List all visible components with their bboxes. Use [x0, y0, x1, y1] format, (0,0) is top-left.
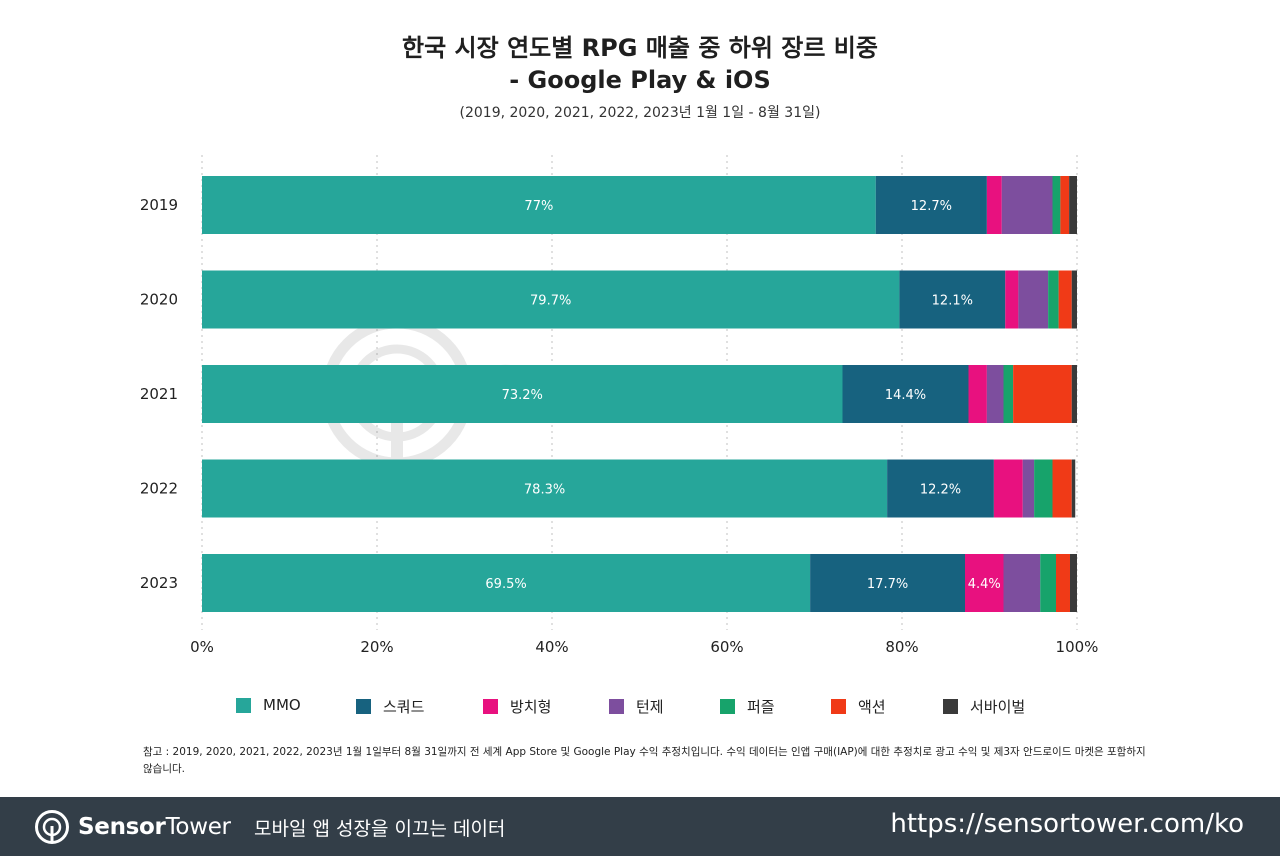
legend-swatch: [831, 699, 846, 714]
brand-name-rest: Tower: [165, 814, 231, 840]
bar-segment: [1058, 270, 1072, 329]
bar-segment: [1018, 270, 1049, 329]
x-axis: 0% 20% 40% 60% 80% 100%: [190, 638, 1098, 656]
bar-segment: [1070, 554, 1077, 612]
bar-segment: [202, 365, 843, 423]
grid-lines: [201, 155, 1078, 630]
bar-segment: [202, 554, 811, 612]
x-tick-label: 100%: [1056, 638, 1099, 656]
bar-segment: [1052, 176, 1061, 234]
bar-segment: [1052, 459, 1072, 518]
legend-item: MMO: [236, 696, 301, 714]
data-label: 73.2%: [502, 388, 543, 403]
bar-segment: [1069, 176, 1077, 234]
data-label: 79.7%: [530, 294, 571, 309]
data-label: 77%: [524, 199, 553, 214]
x-tick-label: 60%: [710, 638, 743, 656]
legend: MMO 스쿼드 방치형 턴제 퍼즐 액션 서바이벌: [0, 696, 1280, 718]
bars: [202, 176, 1077, 612]
bar-segment: [1013, 365, 1072, 423]
sensortower-logo-icon: [35, 810, 69, 844]
bar-segment: [1022, 459, 1035, 518]
footer-url[interactable]: https://sensortower.com/ko: [890, 809, 1244, 839]
data-label: 12.2%: [920, 483, 961, 498]
data-labels: 77% 12.7% 79.7% 12.1% 73.2% 14.4% 78.3% 12.2% 69…: [485, 199, 1000, 592]
legend-label: 스쿼드: [383, 698, 425, 716]
legend-item: 액션: [831, 696, 886, 717]
bar-segment: [202, 459, 888, 518]
bar-segment: [810, 554, 965, 612]
x-tick-label: 20%: [360, 638, 393, 656]
bar-segment: [1034, 459, 1053, 518]
legend-label: 턴제: [636, 698, 664, 716]
y-tick-label: 2021: [140, 385, 178, 403]
legend-swatch: [356, 699, 371, 714]
bar-segment: [986, 176, 1002, 234]
legend-item: 턴제: [609, 696, 664, 717]
legend-item: 서바이벌: [943, 696, 1025, 717]
legend-label: 서바이벌: [970, 698, 1026, 716]
data-label: 4.4%: [968, 577, 1001, 592]
legend-swatch: [609, 699, 624, 714]
x-tick-label: 0%: [190, 638, 214, 656]
bar-segment: [986, 365, 1004, 423]
bar-segment: [968, 365, 987, 423]
legend-item: 스쿼드: [356, 696, 424, 717]
bar-segment: [899, 270, 1006, 329]
y-tick-label: 2023: [140, 574, 178, 592]
data-label: 14.4%: [885, 388, 926, 403]
bar-segment: [202, 176, 876, 234]
data-label: 12.1%: [932, 294, 973, 309]
x-tick-label: 80%: [885, 638, 918, 656]
bar-segment: [1071, 270, 1077, 329]
brand-name: SensorTower: [78, 814, 231, 840]
data-label: 17.7%: [867, 577, 908, 592]
bar-segment: [1005, 270, 1019, 329]
bar-segment: [887, 459, 994, 518]
bar-segment: [1001, 176, 1053, 234]
legend-label: 액션: [858, 698, 886, 716]
bar-segment: [1060, 176, 1070, 234]
legend-swatch: [483, 699, 498, 714]
legend-item: 퍼즐: [720, 696, 775, 717]
brand-name-bold: Sensor: [78, 814, 166, 840]
legend-swatch: [720, 699, 735, 714]
footer-bar: SensorTower 모바일 앱 성장을 이끄는 데이터 https://se…: [0, 797, 1280, 856]
bar-segment: [1056, 554, 1070, 612]
footer-tagline: 모바일 앱 성장을 이끄는 데이터: [254, 818, 506, 840]
bar-segment: [1003, 554, 1041, 612]
y-tick-label: 2020: [140, 291, 178, 309]
bar-segment: [1071, 459, 1076, 518]
legend-swatch: [943, 699, 958, 714]
chart-title: 한국 시장 연도별 RPG 매출 중 하위 장르 비중: [402, 34, 878, 62]
brand-logo[interactable]: SensorTower: [34, 809, 231, 845]
legend-label: 방치형: [510, 698, 552, 716]
y-tick-label: 2019: [140, 196, 178, 214]
data-label: 78.3%: [524, 483, 565, 498]
bar-segment: [202, 270, 900, 329]
y-tick-label: 2022: [140, 480, 178, 498]
bar-segment: [1071, 365, 1077, 423]
x-tick-label: 40%: [535, 638, 568, 656]
legend-label: 퍼즐: [747, 698, 775, 716]
chart-title-line2: - Google Play & iOS: [509, 66, 771, 94]
legend-item: 방치형: [483, 696, 551, 717]
legend-swatch: [236, 697, 251, 713]
stacked-bar-chart: SensorTower 77%12.7%79.7%12.1%73.2%14.4%…: [140, 155, 1098, 656]
bar-segment: [965, 554, 1004, 612]
bar-segment: [1003, 365, 1014, 423]
data-label: 12.7%: [911, 199, 952, 214]
bar-segment: [993, 459, 1023, 518]
footnote: 참고 : 2019, 2020, 2021, 2022, 2023년 1월 1일…: [143, 746, 1146, 775]
bar-segment: [842, 365, 969, 423]
bar-segment: [875, 176, 987, 234]
y-axis: 2019 2020 2021 2022 2023: [140, 196, 178, 592]
bar-segment: [1048, 270, 1059, 329]
data-label: 69.5%: [485, 577, 526, 592]
bar-segment: [1040, 554, 1056, 612]
chart-subtitle: (2019, 2020, 2021, 2022, 2023년 1월 1일 - 8…: [459, 105, 821, 121]
legend-label: MMO: [263, 696, 301, 714]
